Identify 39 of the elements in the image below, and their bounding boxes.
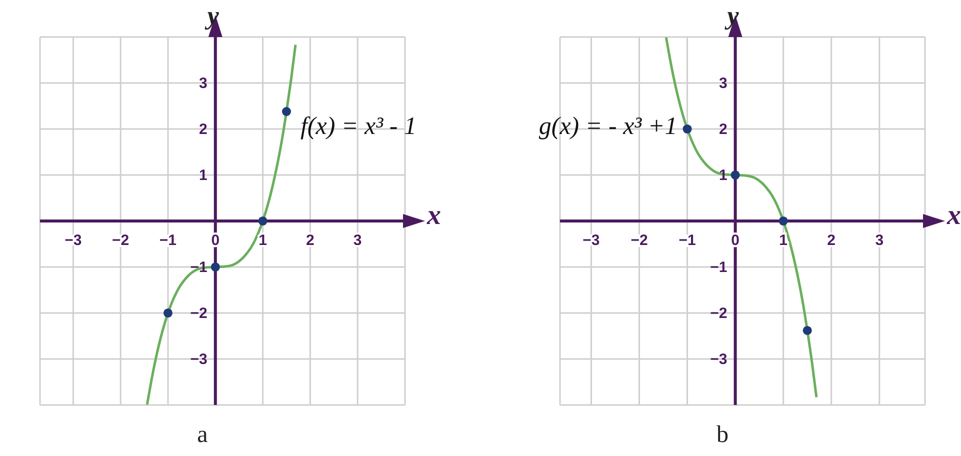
y-tick-label: −2 bbox=[190, 305, 208, 322]
x-tick-label: −1 bbox=[678, 232, 696, 249]
y-tick-label: 3 bbox=[718, 75, 728, 92]
x-tick-label: 3 bbox=[353, 232, 362, 249]
x-tick-label: −3 bbox=[64, 232, 82, 249]
x-axis-title: x bbox=[427, 200, 441, 231]
x-tick-label: 1 bbox=[258, 232, 267, 249]
point bbox=[778, 216, 788, 226]
line-series bbox=[146, 44, 297, 405]
x-tick-label: 2 bbox=[827, 232, 836, 249]
x-tick-label: 3 bbox=[875, 232, 884, 249]
y-tick-label: 2 bbox=[718, 121, 728, 138]
y-tick-label: −3 bbox=[710, 351, 728, 368]
point bbox=[682, 124, 692, 134]
y-tick-label: −1 bbox=[710, 259, 728, 276]
x-tick-label: −3 bbox=[582, 232, 600, 249]
text: b bbox=[716, 422, 730, 449]
point bbox=[282, 107, 292, 116]
point bbox=[258, 216, 268, 226]
x-axis-title: x bbox=[947, 200, 961, 231]
y-tick-label: −3 bbox=[190, 351, 208, 368]
y-tick-label: −2 bbox=[710, 305, 728, 322]
x-tick-label: 2 bbox=[306, 232, 314, 249]
point bbox=[163, 308, 172, 318]
point bbox=[802, 326, 812, 335]
point bbox=[730, 170, 740, 180]
y-tick-label: 1 bbox=[199, 167, 208, 184]
text: a bbox=[196, 422, 209, 449]
x-tick-label: −1 bbox=[159, 232, 177, 249]
x-tick-label: 1 bbox=[779, 232, 788, 249]
x-tick-label: −2 bbox=[630, 232, 648, 249]
y-axis-title: y bbox=[727, 1, 739, 30]
point bbox=[210, 262, 220, 272]
y-axis-title: y bbox=[207, 1, 219, 30]
series-label: g(x) = - x³ +1 bbox=[538, 112, 678, 142]
y-tick-label: 2 bbox=[199, 121, 208, 138]
series-label: f(x) = x³ - 1 bbox=[300, 112, 416, 142]
y-tick-label: 3 bbox=[199, 75, 208, 92]
x-tick-label: −2 bbox=[112, 232, 130, 249]
